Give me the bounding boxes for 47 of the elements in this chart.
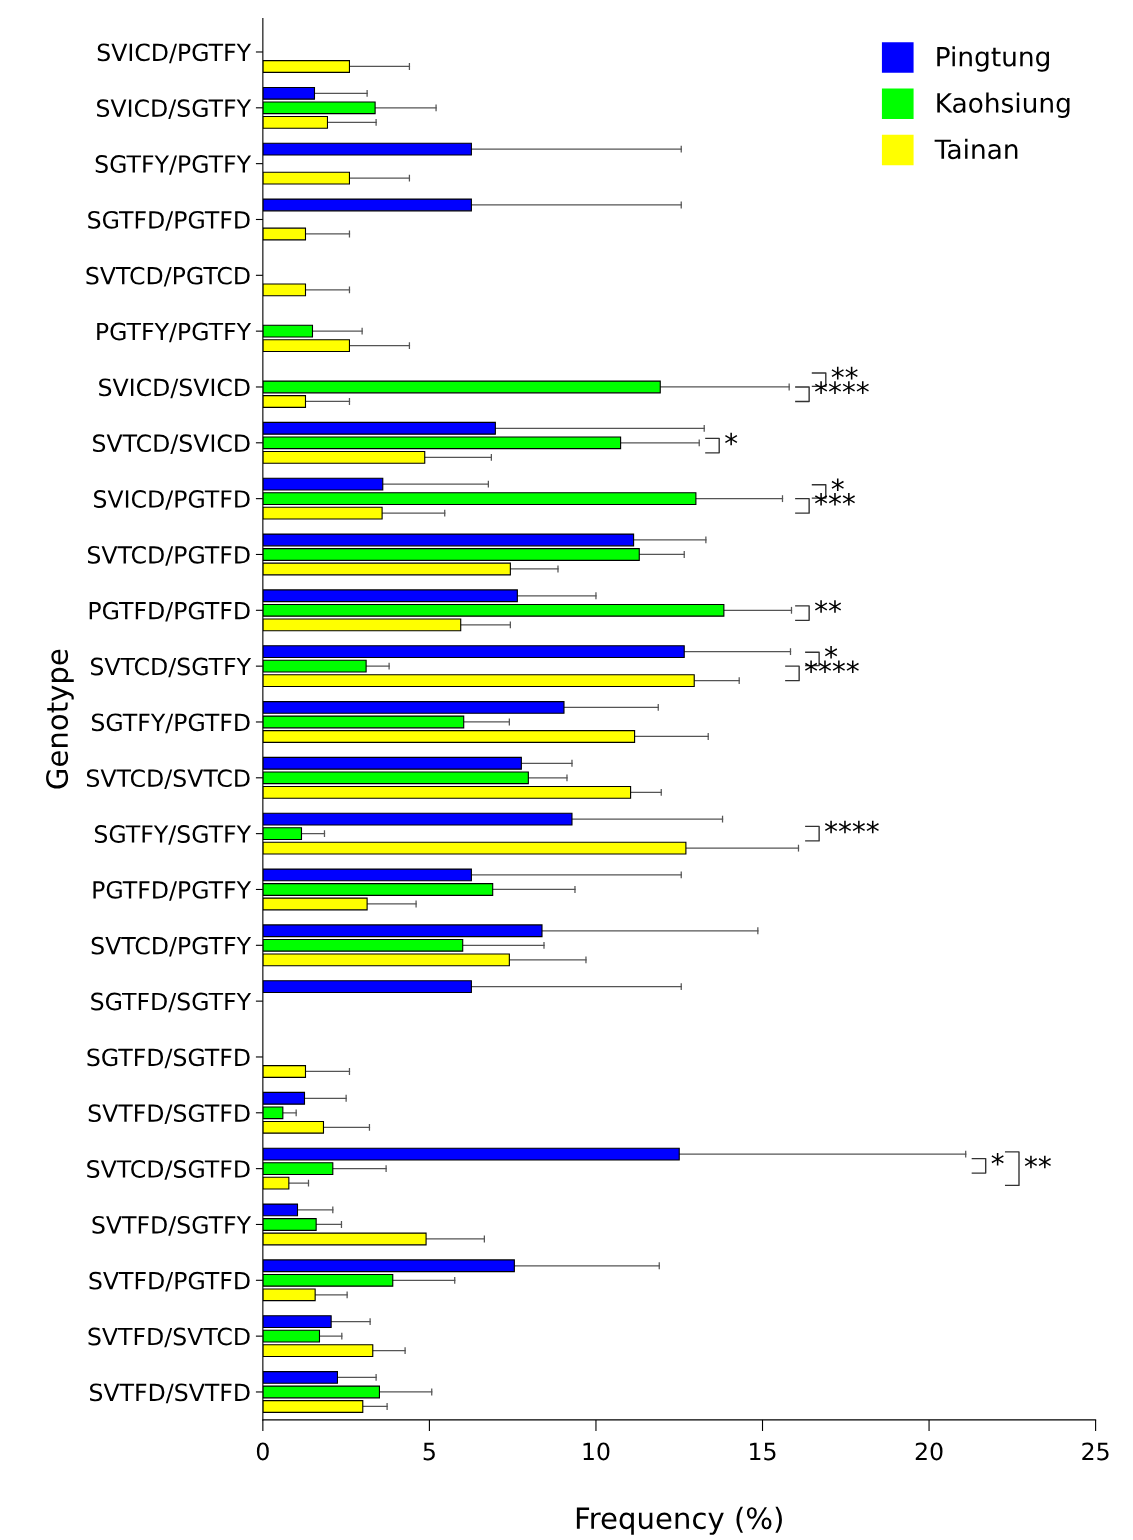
- y-axis-title: Genotype: [46, 649, 74, 789]
- x-axis-title: Frequency (%): [576, 1506, 782, 1535]
- y-tick-label: SVTCD/PGTCD: [86, 266, 250, 287]
- y-tick-label: SVICD/PGTFD: [94, 490, 250, 510]
- y-tick-label: SVTFD/SGTFY: [92, 1215, 252, 1236]
- y-tick-label: SGTFY/PGTFY: [95, 155, 252, 175]
- y-tick-label: SVTCD/SVICD: [93, 434, 250, 454]
- y-tick-label: SVTCD/PGTFD: [87, 545, 250, 566]
- annotation: **: [814, 600, 842, 613]
- y-tick-label: SVICD/SVICD: [99, 378, 250, 399]
- y-tick-label: SGTFD/SGTFY: [91, 992, 252, 1013]
- annotation: **: [831, 366, 858, 380]
- annotation: **: [1024, 1155, 1051, 1169]
- legend-label: Tainan: [934, 138, 1018, 160]
- y-tick-label: SGTFD/SGTFD: [87, 1048, 250, 1069]
- annotation: ****: [824, 820, 879, 834]
- y-tick-label: SVTFD/SVTFD: [90, 1383, 250, 1404]
- y-tick-label: SVTFD/SVTCD: [88, 1327, 250, 1348]
- y-tick-label: SVTCD/SGTFD: [87, 1160, 250, 1180]
- annotation: ****: [804, 660, 859, 674]
- y-tick-label: SGTFY/PGTFD: [91, 713, 250, 734]
- x-tick-label: 25: [1082, 1442, 1109, 1461]
- x-tick-label: 0: [256, 1442, 269, 1461]
- y-tick-label: PGTFD/PGTFY: [93, 880, 252, 901]
- y-tick-label: SVTFD/PGTFD: [89, 1271, 250, 1292]
- y-tick-label: PGTFY/PGTFY: [97, 322, 252, 343]
- annotation: *: [725, 432, 738, 446]
- legend-label: Kaohsiung: [937, 92, 1070, 119]
- y-tick-label: SVICD/PGTFY: [97, 43, 252, 64]
- x-tick-label: 10: [583, 1442, 610, 1461]
- x-tick-label: 20: [915, 1442, 943, 1461]
- annotation: ****: [814, 381, 869, 394]
- y-tick-label: SVTFD/SGTFD: [88, 1104, 250, 1124]
- y-tick-label: SGTFY/SGTFY: [94, 825, 252, 845]
- y-tick-label: SGTFD/PGTFD: [88, 210, 250, 231]
- x-tick-label: 5: [423, 1442, 435, 1461]
- y-tick-label: SVTCD/SGTFY: [90, 657, 252, 678]
- legend-label: Pingtung: [937, 46, 1049, 72]
- annotation: *: [991, 1152, 1004, 1166]
- annotation: *: [831, 478, 844, 492]
- y-tick-label: SVTCD/PGTFY: [91, 936, 252, 957]
- x-tick-label: 15: [750, 1442, 776, 1461]
- annotation: *: [824, 645, 838, 659]
- y-tick-label: SVTCD/SVTCD: [86, 769, 250, 789]
- annotation: ***: [814, 492, 855, 506]
- y-tick-label: SVICD/SGTFY: [97, 99, 252, 119]
- y-tick-label: PGTFD/PGTFD: [89, 601, 250, 622]
